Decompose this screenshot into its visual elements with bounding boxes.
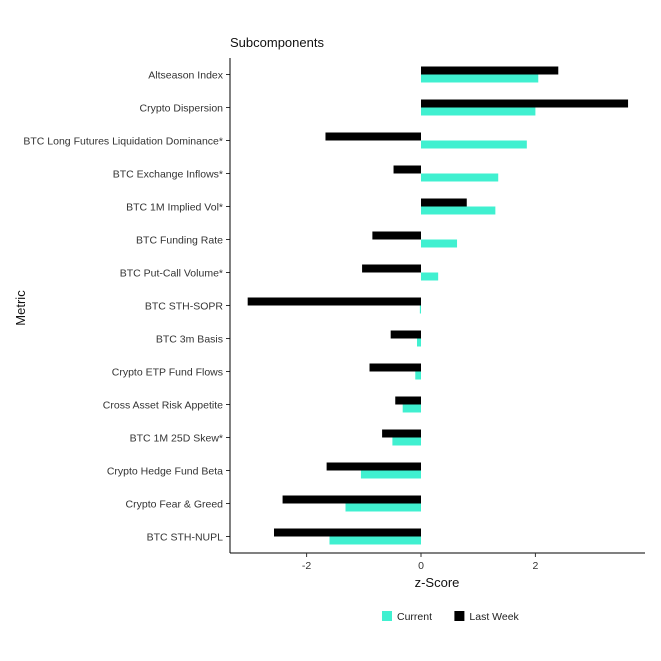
- bar-current: [402, 404, 421, 413]
- bars-layer: [247, 66, 629, 545]
- legend-swatch-current: [382, 611, 392, 621]
- bar-last-week: [282, 495, 421, 504]
- legend-label-current: Current: [397, 611, 432, 623]
- bar-current: [392, 437, 421, 446]
- x-tick-label: 0: [418, 560, 424, 572]
- legend: Current Last Week: [382, 611, 520, 623]
- bar-current: [329, 536, 421, 545]
- y-axis-title: Metric: [13, 290, 28, 326]
- y-tick-label: Crypto ETP Fund Flows: [112, 366, 223, 378]
- y-tick-label: BTC STH-SOPR: [145, 300, 224, 312]
- y-tick-label: BTC Funding Rate: [136, 234, 223, 246]
- bar-last-week: [326, 462, 421, 471]
- bar-last-week: [369, 363, 421, 372]
- y-tick-label: BTC 1M Implied Vol*: [126, 201, 223, 213]
- bar-last-week: [395, 396, 421, 405]
- legend-swatch-last-week: [454, 611, 465, 621]
- y-tick-label: Altseason Index: [148, 69, 223, 81]
- bar-last-week: [421, 66, 559, 75]
- bar-last-week: [325, 132, 421, 141]
- bar-current: [421, 140, 527, 149]
- y-tick-label: Crypto Hedge Fund Beta: [107, 465, 223, 477]
- bar-current: [415, 371, 421, 380]
- y-tick-label: BTC Put-Call Volume*: [120, 267, 223, 279]
- y-tick-label: Crypto Dispersion: [140, 102, 224, 114]
- chart-title: Subcomponents: [230, 35, 324, 50]
- bar-current: [421, 272, 439, 281]
- y-tick-label: BTC 1M 25D Skew*: [130, 432, 223, 444]
- y-tick-label: Crypto Fear & Greed: [126, 498, 224, 510]
- bar-last-week: [247, 297, 421, 306]
- bar-last-week: [390, 330, 421, 339]
- y-tick-label: BTC Exchange Inflows*: [113, 168, 223, 180]
- bar-current: [421, 239, 458, 248]
- x-tick-label: 2: [532, 560, 538, 572]
- bar-last-week: [372, 231, 421, 240]
- bar-last-week: [421, 99, 629, 108]
- bar-last-week: [393, 165, 421, 174]
- bar-current: [419, 305, 421, 314]
- bar-current: [421, 206, 496, 215]
- bar-current: [417, 338, 421, 347]
- y-tick-label: BTC Long Futures Liquidation Dominance*: [23, 135, 223, 147]
- x-axis-title: z-Score: [415, 575, 460, 590]
- axes-layer: Altseason Index Crypto Dispersion BTC Long…: [23, 58, 645, 572]
- y-tick-label: BTC STH-NUPL: [147, 531, 224, 543]
- bar-current: [421, 173, 499, 182]
- bar-last-week: [382, 429, 421, 438]
- bar-current: [421, 107, 536, 116]
- bar-last-week: [274, 528, 421, 537]
- y-tick-label: Cross Asset Risk Appetite: [103, 399, 223, 411]
- bar-current: [345, 503, 421, 512]
- bar-current: [421, 74, 539, 83]
- y-tick-label: BTC 3m Basis: [156, 333, 223, 345]
- x-tick-label: -2: [302, 560, 311, 572]
- legend-label-last-week: Last Week: [469, 611, 519, 623]
- bar-last-week: [362, 264, 421, 273]
- bar-current: [360, 470, 421, 479]
- bar-last-week: [421, 198, 467, 207]
